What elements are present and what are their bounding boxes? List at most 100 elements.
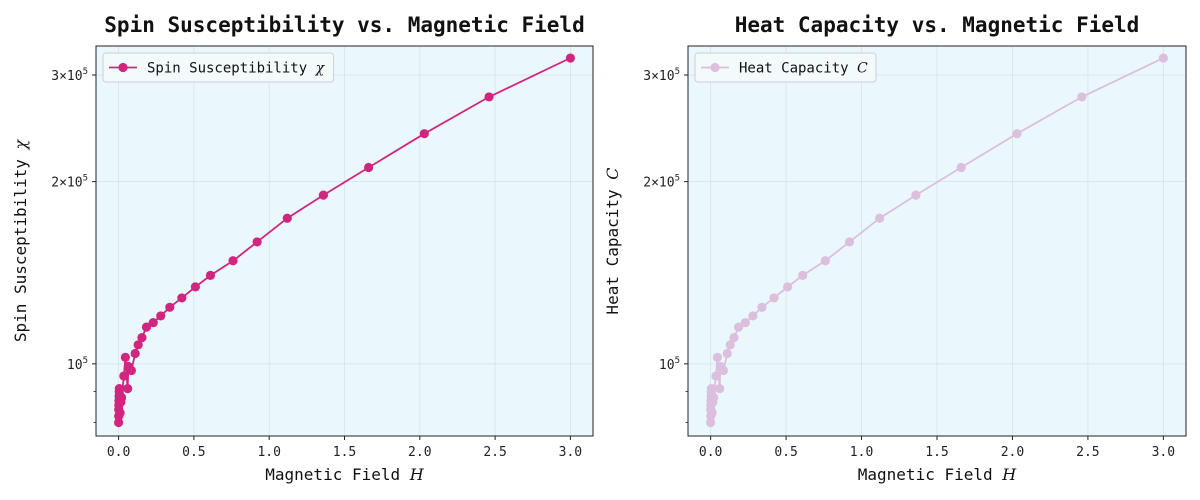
- chart-title: Heat Capacity vs. Magnetic Field: [735, 13, 1140, 37]
- y-tick-base: 2×10: [643, 176, 674, 191]
- y-tick-base: 10: [659, 358, 675, 373]
- data-point: [844, 237, 855, 247]
- y-tick-exponent: 5: [675, 67, 680, 77]
- data-point: [706, 417, 716, 428]
- legend-marker: [710, 62, 720, 73]
- data-point: [133, 340, 143, 350]
- legend-label: Spin Susceptibility χ: [147, 61, 326, 77]
- data-point: [757, 302, 767, 312]
- data-point: [722, 348, 732, 359]
- x-tick-label: 3.0: [559, 445, 582, 460]
- data-point: [120, 352, 130, 362]
- y-axis-label: Spin Susceptibility χ: [11, 139, 30, 343]
- data-point: [282, 213, 292, 223]
- data-point: [119, 371, 129, 381]
- data-point: [740, 317, 750, 328]
- x-tick-label: 2.0: [408, 445, 431, 460]
- data-point: [419, 129, 429, 139]
- data-point: [711, 371, 721, 381]
- data-point: [565, 53, 576, 63]
- data-point: [783, 282, 793, 292]
- chart-title: Spin Susceptibility vs. Magnetic Field: [104, 13, 584, 37]
- x-tick-label: 0.5: [182, 445, 205, 460]
- y-tick-exponent: 5: [675, 356, 680, 366]
- data-point: [733, 322, 744, 332]
- legend: Heat Capacity C: [694, 52, 877, 83]
- data-point: [729, 332, 739, 343]
- x-axis-label-symbol: H: [409, 465, 425, 484]
- data-point: [137, 332, 147, 343]
- y-tick-label: 105: [659, 356, 680, 373]
- x-axis-label-text: Magnetic Field: [858, 465, 1003, 484]
- y-axis-label: Heat Capacity C: [603, 167, 622, 314]
- data-point: [911, 190, 921, 200]
- data-point: [718, 365, 729, 376]
- data-point: [1158, 53, 1168, 63]
- data-point: [115, 408, 125, 418]
- legend-box: [694, 52, 877, 83]
- data-point: [156, 311, 166, 321]
- y-tick-exponent: 5: [83, 174, 88, 184]
- x-tick-label: 1.0: [257, 445, 280, 460]
- data-point: [165, 302, 175, 312]
- data-point: [484, 92, 494, 102]
- y-tick-label: 3×105: [51, 67, 88, 84]
- x-tick-label: 0.0: [699, 445, 722, 460]
- data-point: [748, 311, 758, 321]
- y-tick-exponent: 5: [675, 174, 680, 184]
- y-tick-label: 105: [67, 356, 88, 373]
- y-tick-label: 2×105: [643, 174, 680, 191]
- y-tick-base: 10: [67, 358, 83, 373]
- data-point: [956, 162, 966, 173]
- data-point: [117, 392, 127, 403]
- data-point: [1077, 92, 1087, 102]
- data-point: [363, 162, 374, 173]
- data-point: [875, 213, 885, 223]
- y-tick-exponent: 5: [83, 67, 88, 77]
- data-point: [707, 408, 717, 418]
- legend-label-text: Spin Susceptibility: [147, 61, 316, 77]
- x-tick-label: 2.5: [483, 445, 506, 460]
- legend-label-symbol: χ: [315, 61, 326, 77]
- data-point: [798, 270, 808, 280]
- legend-marker: [118, 62, 128, 73]
- data-point: [1012, 129, 1022, 139]
- legend-label: Heat Capacity C: [739, 61, 868, 77]
- x-tick-label: 2.5: [1076, 445, 1099, 460]
- data-point: [126, 365, 136, 376]
- data-point: [725, 340, 735, 350]
- y-tick-label: 3×105: [643, 67, 680, 84]
- x-axis-label: Magnetic Field H: [265, 465, 425, 484]
- y-tick-base: 3×10: [643, 69, 674, 84]
- x-tick-label: 1.5: [925, 445, 948, 460]
- x-axis-label-text: Magnetic Field: [265, 465, 410, 484]
- data-point: [228, 256, 238, 266]
- legend-label-text: Heat Capacity: [739, 61, 857, 77]
- legend-label-symbol: C: [857, 61, 868, 77]
- y-axis-label-text: Spin Susceptibility: [11, 150, 30, 343]
- x-axis-label: Magnetic Field H: [858, 465, 1018, 484]
- data-point: [205, 270, 216, 280]
- x-tick-label: 1.5: [333, 445, 356, 460]
- y-tick-base: 2×10: [51, 176, 82, 191]
- data-point: [141, 322, 152, 332]
- y-axis-label-symbol: χ: [11, 139, 30, 151]
- y-axis-label-text: Heat Capacity: [603, 180, 622, 315]
- y-tick-base: 3×10: [51, 69, 82, 84]
- x-tick-label: 3.0: [1152, 445, 1175, 460]
- y-tick-exponent: 5: [83, 356, 88, 366]
- x-tick-label: 2.0: [1001, 445, 1024, 460]
- data-point: [769, 293, 779, 303]
- data-point: [715, 384, 725, 394]
- data-point: [709, 392, 719, 403]
- x-tick-label: 0.0: [107, 445, 130, 460]
- data-point: [712, 352, 723, 362]
- legend-box: [102, 52, 335, 83]
- x-tick-label: 1.0: [850, 445, 873, 460]
- legend: Spin Susceptibility χ: [102, 52, 335, 83]
- data-point: [318, 190, 329, 200]
- data-point: [148, 317, 158, 328]
